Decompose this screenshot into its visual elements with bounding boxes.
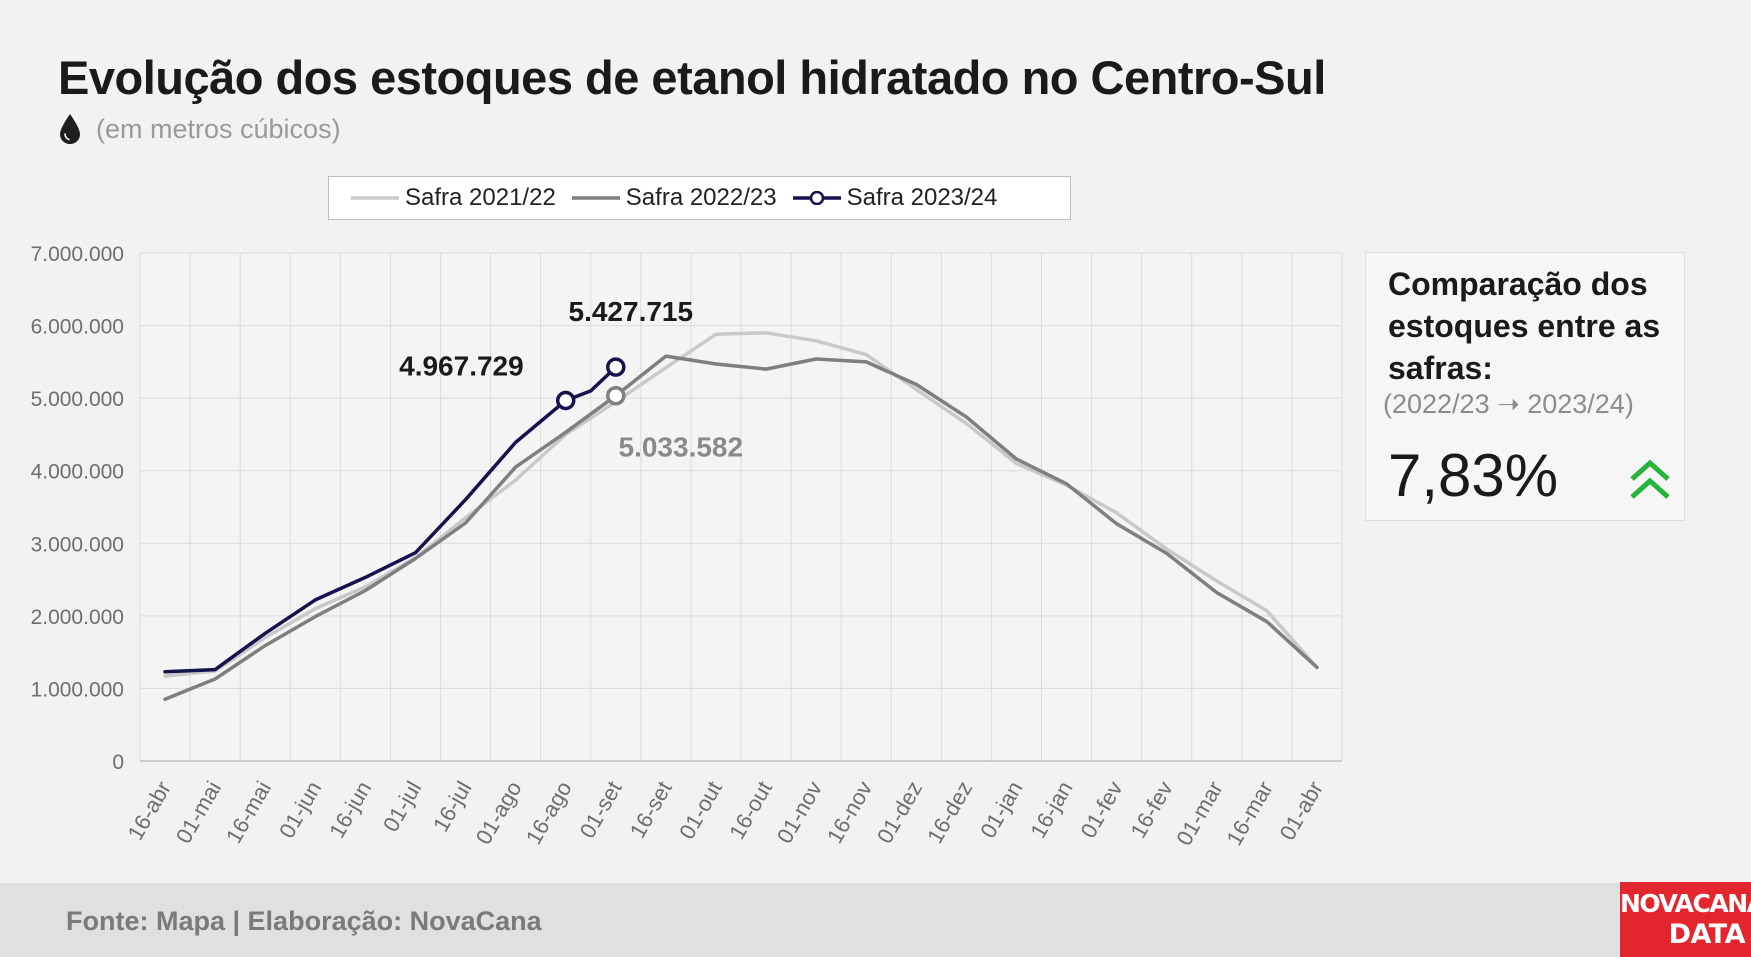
x-tick-label: 16-jun xyxy=(324,777,376,842)
legend-swatch-2021 xyxy=(351,196,399,200)
x-tick-label: 16-nov xyxy=(822,777,877,848)
x-tick-label: 01-jan xyxy=(975,777,1027,842)
gridlines xyxy=(139,252,1343,762)
y-tick-label: 2.000.000 xyxy=(31,606,124,629)
x-tick-label: 16-ago xyxy=(521,777,577,849)
legend-item-2022: Safra 2022/23 xyxy=(570,184,777,212)
legend-label-2023: Safra 2023/24 xyxy=(846,184,998,211)
data-label: 5.427.715 xyxy=(569,296,694,327)
x-tick-label: 16-dez xyxy=(922,777,977,848)
x-tick-label: 01-jul xyxy=(378,777,427,836)
legend-swatch-2023 xyxy=(792,191,841,205)
x-tick-label: 01-out xyxy=(674,777,727,844)
y-tick-label: 4.000.000 xyxy=(31,461,124,484)
legend-label-2022: Safra 2022/23 xyxy=(625,184,777,211)
y-tick-label: 0 xyxy=(112,751,124,774)
chart-legend: Safra 2021/22 Safra 2022/23 Safra 2023/2… xyxy=(328,176,1071,220)
line-chart: 0 1.000.000 2.000.000 3.000.000 4.000.000 5.0… xyxy=(31,243,1343,850)
y-tick-label: 6.000.000 xyxy=(31,316,124,339)
x-tick-label: 16-set xyxy=(625,777,677,842)
x-tick-label: 01-nov xyxy=(772,777,827,848)
novacana-data-logo: NOVACANA DATA xyxy=(1620,882,1751,957)
data-label: 4.967.729 xyxy=(399,350,524,381)
x-tick-label: 01-dez xyxy=(872,777,927,848)
legend-label-2021: Safra 2021/22 xyxy=(405,184,556,211)
x-tick-label: 01-set xyxy=(575,777,627,842)
series-markers xyxy=(555,357,626,411)
footer: Fonte: Mapa | Elaboração: NovaCana xyxy=(0,883,1751,957)
x-tick-label: 01-abr xyxy=(1275,777,1328,845)
x-tick-label: 16-out xyxy=(724,777,777,844)
double-chevron-up-icon xyxy=(1630,459,1670,499)
y-tick-label: 1.000.000 xyxy=(31,678,124,701)
y-tick-label: 7.000.000 xyxy=(31,243,124,266)
series-line-2022 xyxy=(163,354,1319,702)
page-title: Evolução dos estoques de etanol hidratad… xyxy=(58,51,1326,104)
legend-item-2021: Safra 2021/22 xyxy=(349,184,556,212)
chart-subtitle: (em metros cúbicos) xyxy=(96,113,341,144)
source-credit: Fonte: Mapa | Elaboração: NovaCana xyxy=(66,906,542,936)
y-tick-label: 3.000.000 xyxy=(31,533,124,556)
x-tick-label: 01-ago xyxy=(471,777,527,849)
y-tick-label: 5.000.000 xyxy=(31,388,124,411)
water-drop-icon xyxy=(60,114,80,144)
legend-item-2023: Safra 2023/24 xyxy=(791,184,998,212)
comparison-panel: Comparação dos estoques entre as safras:… xyxy=(1365,252,1685,521)
series-line-2021 xyxy=(163,331,1319,678)
x-tick-label: 01-mai xyxy=(171,777,226,848)
x-tick-label: 01-fev xyxy=(1075,777,1127,842)
logo-line-1: NOVACANA xyxy=(1620,889,1751,918)
x-tick-label: 16-jul xyxy=(428,777,477,836)
panel-period: (2022/23 ➝ 2023/24) xyxy=(1383,389,1634,419)
y-axis: 0 1.000.000 2.000.000 3.000.000 4.000.000 5.0… xyxy=(31,243,124,774)
x-tick-label: 16-fev xyxy=(1125,777,1177,842)
marker-2022 xyxy=(606,385,626,406)
panel-value: 7,83% xyxy=(1388,442,1559,509)
x-tick-label: 16-jan xyxy=(1025,777,1077,842)
data-labels: 5.427.715 4.967.729 5.033.582 xyxy=(399,296,743,463)
marker-2023 xyxy=(606,357,626,377)
x-tick-label: 16-abr xyxy=(123,777,176,845)
x-tick-label: 01-jun xyxy=(274,777,326,842)
panel-heading: Comparação dos estoques entre as safras: xyxy=(1388,266,1661,386)
data-label: 5.033.582 xyxy=(619,432,744,463)
x-tick-label: 01-mar xyxy=(1171,777,1227,850)
marker-2023 xyxy=(555,390,576,411)
legend-swatch-2022 xyxy=(571,196,620,200)
x-tick-label: 16-mai xyxy=(221,777,276,848)
x-tick-label: 16-mar xyxy=(1221,777,1277,850)
logo-line-2: DATA xyxy=(1668,919,1746,950)
subtitle-row: (em metros cúbicos) xyxy=(58,113,341,145)
